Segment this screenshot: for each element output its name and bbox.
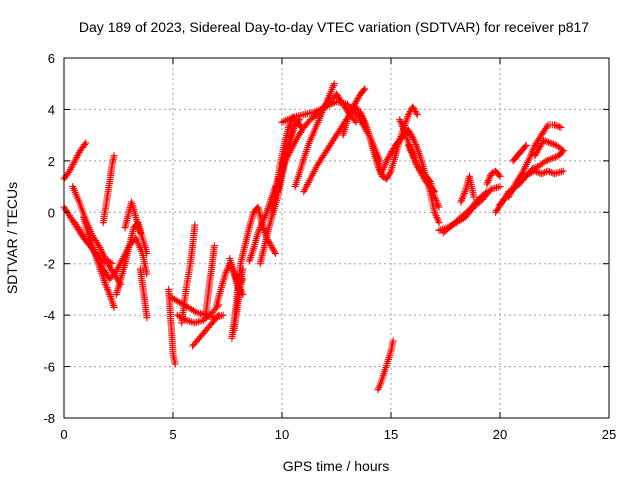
y-axis-label: SDTVAR / TECUs [4,182,20,294]
series-track-09 [136,265,151,322]
series-track-14 [189,311,223,350]
series-track-25 [291,80,338,191]
point-markers [457,172,478,206]
y-tick-label: 4 [48,102,55,117]
chart-title: Day 189 of 2023, Sidereal Day-to-day VTE… [79,19,589,35]
series-track-06 [99,152,118,227]
series-track-27 [339,85,369,139]
series-track-41 [531,136,567,160]
point-markers [178,221,199,327]
point-markers [374,337,397,394]
y-tick-label: -2 [43,257,55,272]
y-tick-label: 2 [48,154,55,169]
series-track-36 [483,167,504,188]
point-markers [404,141,443,211]
point-markers [505,121,565,201]
point-markers [291,80,338,191]
x-tick-label: 0 [60,427,67,442]
series-track-32 [374,337,397,394]
y-tick-label: -6 [43,360,55,375]
x-axis-label: GPS time / hours [283,458,390,474]
point-markers [339,85,369,139]
series-track-19 [230,265,247,335]
point-markers [274,116,303,196]
series-track-35 [457,172,478,206]
x-tick-label: 15 [384,427,398,442]
y-tick-label: -4 [43,308,55,323]
y-axis-ticks: -8 -6 -4 -2 0 2 4 6 [43,51,609,426]
point-markers [99,152,118,227]
point-markers [483,167,504,188]
x-tick-label: 10 [275,427,289,442]
x-tick-label: 5 [169,427,176,442]
series-track-15 [202,242,218,319]
plot-frame [63,57,610,419]
point-markers [121,198,144,237]
point-markers [509,141,530,165]
series-track-39 [505,121,565,201]
data-points [60,80,567,394]
point-markers [202,242,218,319]
series-track-40 [509,141,530,165]
point-markers [245,90,360,265]
x-tick-label: 20 [493,427,507,442]
point-markers [230,265,247,335]
series-track-31 [404,141,443,211]
series-track-20 [245,90,360,265]
series-track-08 [121,198,144,237]
y-tick-label: -8 [43,411,55,426]
point-markers [136,265,151,322]
series-track-13 [178,221,199,327]
point-markers [531,136,567,160]
y-tick-label: 0 [48,205,55,220]
point-markers [439,188,491,237]
point-markers [189,311,223,350]
point-markers [80,213,118,311]
x-tick-label: 25 [602,427,616,442]
grid [64,58,609,418]
y-tick-label: 6 [48,51,55,66]
series-track-23 [274,116,303,196]
series-track-34 [439,188,491,237]
x-axis-ticks: 0 5 10 15 20 25 [60,58,616,442]
series-track-05 [80,213,118,311]
